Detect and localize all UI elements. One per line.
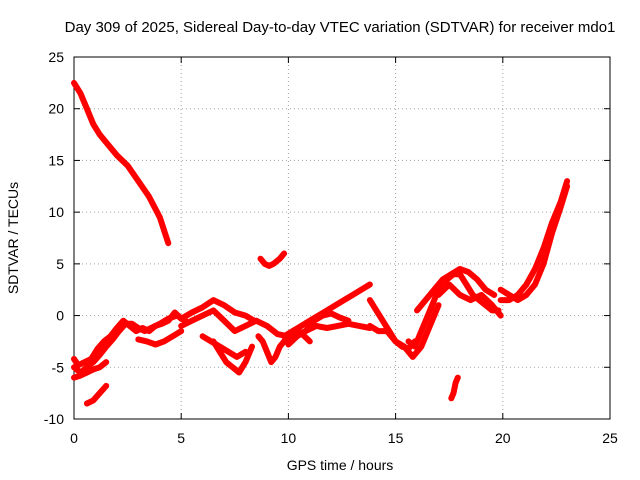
series-line-track-19: [414, 266, 498, 314]
series-line-track-10: [210, 338, 255, 376]
series-line-track-1: [71, 79, 172, 247]
x-tick-label: 0: [70, 430, 78, 446]
x-axis-label: GPS time / hours: [287, 457, 394, 473]
y-tick-label: 0: [56, 308, 64, 324]
series-line-track-5: [83, 382, 110, 407]
y-tick-label: -10: [44, 411, 64, 427]
grid: [74, 57, 610, 419]
plot-frame: [73, 56, 611, 420]
x-tick-label: 5: [177, 430, 185, 446]
y-tick-label: 15: [48, 152, 64, 168]
series-line-track-17: [366, 297, 418, 352]
series-line-track-7: [178, 297, 258, 324]
series-line-track-4: [71, 359, 110, 381]
series-line-track-20: [435, 281, 504, 319]
data-series: [71, 79, 571, 407]
series-line-track-11: [255, 333, 288, 366]
y-tick-label: 10: [48, 204, 64, 220]
series-line-track-9: [199, 333, 249, 360]
series-line-track-14: [281, 281, 373, 340]
series-line-track-21: [448, 374, 461, 402]
x-tick-label: 25: [602, 430, 618, 446]
series-line-track-23: [497, 178, 571, 304]
x-tick-label: 10: [281, 430, 297, 446]
y-axis-label: SDTVAR / TECUs: [5, 182, 21, 294]
chart-title: Day 309 of 2025, Sidereal Day-to-day VTE…: [65, 19, 616, 36]
y-tick-label: 20: [48, 101, 64, 117]
x-tick-label: 20: [495, 430, 511, 446]
y-tick-label: 5: [56, 256, 64, 272]
series-line-track-3: [71, 309, 185, 369]
series-line-track-6: [135, 328, 185, 348]
axis-ticks: 0 5 10 15 20 25 -10 -5 0 5 10 15 20 25: [44, 49, 618, 446]
y-tick-label: -5: [52, 359, 65, 375]
series-line-track-12: [257, 250, 288, 269]
y-tick-label: 25: [48, 49, 64, 65]
x-tick-label: 15: [388, 430, 404, 446]
series-line-track-15: [285, 310, 352, 348]
